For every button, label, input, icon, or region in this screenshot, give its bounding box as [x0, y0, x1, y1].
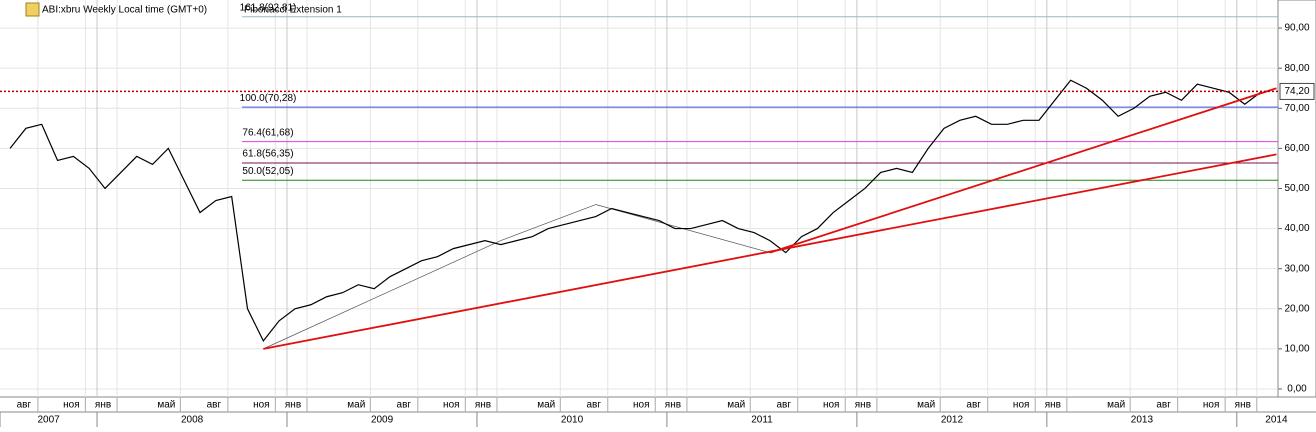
study-title[interactable]: Fibonacci Extension 1: [244, 5, 342, 16]
x-tick-label: май: [157, 400, 175, 411]
x-tick-label: май: [1107, 400, 1125, 411]
fib-leg: [263, 240, 501, 350]
y-tick-label: 30,00: [1284, 263, 1309, 274]
fib-label: 50.0(52,05): [242, 166, 293, 177]
x-tick-label: авг: [207, 400, 222, 411]
x-tick-label: авг: [587, 400, 602, 411]
fib-label: 61.8(56,35): [242, 149, 293, 160]
y-axis-area: [1277, 0, 1316, 398]
y-tick-label: 60,00: [1284, 143, 1309, 154]
last-price-label: 74,20: [1284, 86, 1309, 97]
x-tick-label: авг: [966, 400, 981, 411]
price-line: [9, 79, 1261, 342]
x-tick-label: янв: [665, 400, 681, 411]
trendline: [263, 153, 1277, 350]
x-tick-label: май: [727, 400, 745, 411]
x-tick-label: ноя: [443, 400, 460, 411]
y-tick-label: 50,00: [1284, 183, 1309, 194]
fib-label: 100.0(70,28): [240, 93, 297, 104]
trendline: [769, 87, 1277, 254]
year-label: 2012: [941, 415, 964, 426]
y-tick-label: 20,00: [1284, 303, 1309, 314]
y-tick-label: 0,00: [1287, 384, 1307, 395]
year-label: 2009: [371, 415, 394, 426]
x-tick-label: ноя: [63, 400, 80, 411]
year-label: 2011: [751, 415, 773, 426]
x-tick-label: янв: [1045, 400, 1061, 411]
fib-label: 76.4(61,68): [242, 127, 293, 138]
x-tick-label: май: [537, 400, 555, 411]
y-tick-label: 80,00: [1284, 63, 1309, 74]
x-tick-label: янв: [1235, 400, 1251, 411]
x-tick-label: янв: [855, 400, 871, 411]
x-tick-label: май: [917, 400, 935, 411]
year-label: 2014: [1265, 415, 1288, 426]
x-tick-label: авг: [776, 400, 791, 411]
symbol-icon[interactable]: [25, 2, 40, 17]
x-tick-label: авг: [397, 400, 412, 411]
chart-title[interactable]: ABI:xbru Weekly Local time (GMT+0): [42, 5, 207, 16]
y-tick-label: 10,00: [1284, 344, 1309, 355]
x-tick-label: май: [347, 400, 365, 411]
x-tick-label: ноя: [1203, 400, 1220, 411]
x-tick-label: авг: [17, 400, 32, 411]
x-tick-label: ноя: [1013, 400, 1030, 411]
x-tick-label: янв: [475, 400, 491, 411]
y-tick-label: 40,00: [1284, 223, 1309, 234]
x-tick-label: ноя: [823, 400, 840, 411]
x-tick-label: ноя: [633, 400, 650, 411]
fib-leg: [500, 204, 596, 241]
year-label: 2010: [561, 415, 584, 426]
fib-label: 161.8(92,81): [240, 2, 297, 13]
y-tick-label: 90,00: [1284, 23, 1309, 34]
x-tick-label: янв: [95, 400, 111, 411]
y-tick-label: 70,00: [1284, 103, 1309, 114]
x-tick-label: авг: [1156, 400, 1171, 411]
year-label: 2013: [1131, 415, 1154, 426]
x-tick-label: ноя: [253, 400, 270, 411]
x-tick-label: янв: [285, 400, 301, 411]
last-price-box: [1279, 82, 1315, 100]
year-label: 2008: [181, 415, 204, 426]
year-label: 2007: [37, 415, 60, 426]
